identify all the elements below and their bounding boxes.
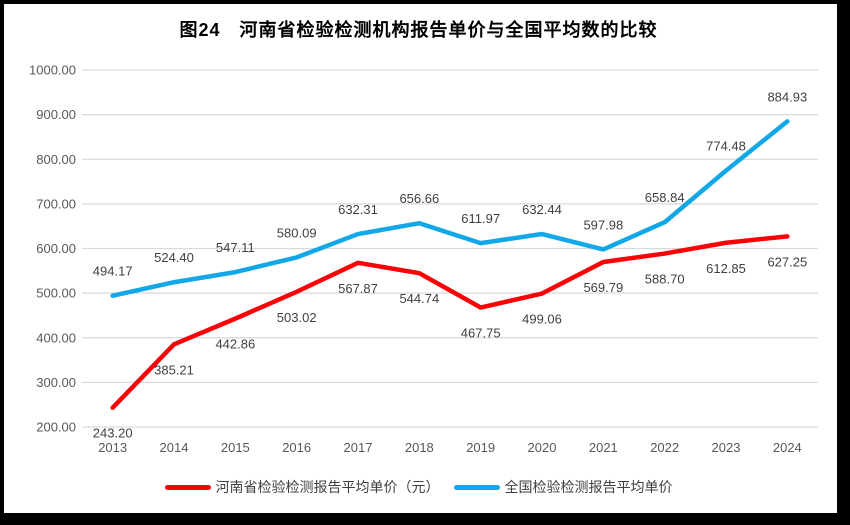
frame-border-right: [837, 0, 850, 525]
national-data-label: 597.98: [583, 217, 623, 232]
x-axis-tick-label: 2015: [221, 440, 250, 455]
x-axis-tick-label: 2021: [589, 440, 618, 455]
x-axis-tick-label: 2019: [466, 440, 495, 455]
x-axis-tick-label: 2018: [405, 440, 434, 455]
henan-data-label: 442.86: [215, 337, 255, 352]
national-data-label: 524.40: [154, 250, 194, 265]
national-series-swatch: [453, 484, 500, 490]
henan-data-label: 569.79: [583, 280, 623, 295]
y-axis-tick-label: 300.00: [36, 375, 76, 390]
x-axis-tick-label: 2016: [282, 440, 311, 455]
henan-data-label: 627.25: [767, 254, 807, 269]
chart-title: 图24 河南省检验检测机构报告单价与全国平均数的比较: [179, 20, 658, 40]
henan-data-label: 385.21: [154, 362, 194, 377]
legend-item-henan: 河南省检验检测报告平均单价（元）: [164, 477, 440, 497]
y-axis-tick-label: 800.00: [36, 152, 76, 167]
x-axis-tick-label: 2023: [712, 440, 741, 455]
henan-data-label: 544.74: [399, 291, 439, 306]
y-axis-tick-label: 700.00: [36, 196, 76, 211]
x-axis-tick-label: 2022: [650, 440, 679, 455]
national-data-label: 547.11: [216, 240, 255, 255]
henan-data-label: 243.20: [93, 426, 133, 441]
national-data-label: 580.09: [277, 225, 317, 240]
chart-legend: 河南省检验检测报告平均单价（元） 全国检验检测报告平均单价: [0, 477, 837, 497]
x-axis-tick-label: 2014: [160, 440, 189, 455]
y-axis-tick-label: 400.00: [36, 330, 76, 345]
henan-series-line: [110, 234, 790, 410]
national-data-label: 884.93: [767, 89, 807, 104]
y-axis-tick-label: 1000.00: [29, 63, 76, 78]
national-data-label: 658.84: [645, 190, 685, 205]
national-data-label: 774.48: [706, 139, 746, 154]
henan-data-label: 499.06: [522, 312, 562, 327]
x-axis-tick-label: 2017: [344, 440, 373, 455]
henan-data-label: 612.85: [706, 261, 746, 276]
y-axis-tick-label: 200.00: [36, 420, 76, 435]
x-axis-tick-label: 2020: [528, 440, 557, 455]
x-axis-tick-label: 2024: [773, 440, 802, 455]
y-axis-tick-label: 900.00: [36, 107, 76, 122]
national-data-label: 611.97: [461, 211, 500, 226]
national-data-label: 494.17: [93, 264, 133, 279]
legend-item-national: 全国检验检测报告平均单价: [453, 477, 673, 497]
x-axis-tick-label: 2013: [98, 440, 127, 455]
henan-data-label: 588.70: [645, 272, 685, 287]
national-series-line: [110, 119, 790, 298]
y-axis-tick-label: 500.00: [36, 286, 76, 301]
henan-data-label: 567.87: [338, 281, 378, 296]
legend-label-national: 全国检验检测报告平均单价: [504, 479, 673, 495]
frame-border-bottom: [0, 513, 850, 525]
henan-series-swatch: [164, 484, 211, 490]
national-data-label: 632.44: [522, 202, 562, 217]
national-data-label: 632.31: [338, 202, 378, 217]
frame-border-left: [0, 0, 4, 525]
national-data-label: 656.66: [399, 191, 439, 206]
henan-data-label: 467.75: [461, 326, 501, 341]
henan-data-label: 503.02: [277, 310, 317, 325]
legend-label-henan: 河南省检验检测报告平均单价（元）: [215, 479, 440, 495]
frame-border-top: [0, 0, 850, 4]
y-axis-tick-label: 600.00: [36, 241, 76, 256]
